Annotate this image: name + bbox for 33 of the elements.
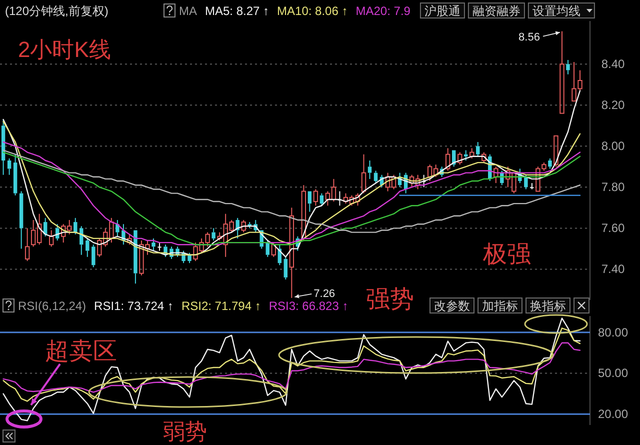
legend-title: MA <box>179 4 197 18</box>
y-tick-label: 50.00 <box>598 366 628 380</box>
line-series <box>2 328 581 402</box>
line-series <box>2 318 581 422</box>
legend-title: RSI(6,12,24) <box>18 299 86 313</box>
annotation: 弱势 <box>163 419 207 444</box>
y-tick-label: 7.40 <box>601 262 625 276</box>
y-tick-label: 8.40 <box>601 57 625 72</box>
text: RSI1: 73.724 ↑ <box>94 299 174 313</box>
y-tick-label: 20.00 <box>598 407 628 422</box>
y-tick-label: 8.00 <box>601 139 625 154</box>
text: 设置均线 <box>532 4 580 18</box>
text: MA20: 7.9 <box>356 4 411 18</box>
annotation: 改参数 <box>434 299 470 313</box>
text: MA5: 8.27 ↑ <box>205 4 270 18</box>
text: RSI3: 66.823 ↑ <box>268 299 348 313</box>
annotation: 2小时K线 <box>18 37 111 62</box>
annotation: 7.26 <box>314 288 336 300</box>
chart-title: (120分钟线,前复权) <box>5 4 108 18</box>
y-tick-label: 8.20 <box>601 98 625 112</box>
text: 沪股通 <box>424 4 460 18</box>
text: RSI2: 71.794 ↑ <box>181 299 261 313</box>
annotation: 极强 <box>482 241 531 268</box>
annotation: 8.56 <box>518 31 540 44</box>
annotation: 超卖区 <box>45 338 117 365</box>
annotation: 强势 <box>366 286 414 313</box>
annotation: 加指标 <box>482 299 518 313</box>
y-tick-label: 7.80 <box>601 180 625 194</box>
text: MA10: 8.06 ↑ <box>277 4 348 18</box>
text: 融资融券 <box>472 4 520 18</box>
y-tick-label: 80.00 <box>598 325 628 340</box>
y-tick-label: 7.60 <box>601 221 625 236</box>
annotation: 换指标 <box>530 299 566 313</box>
